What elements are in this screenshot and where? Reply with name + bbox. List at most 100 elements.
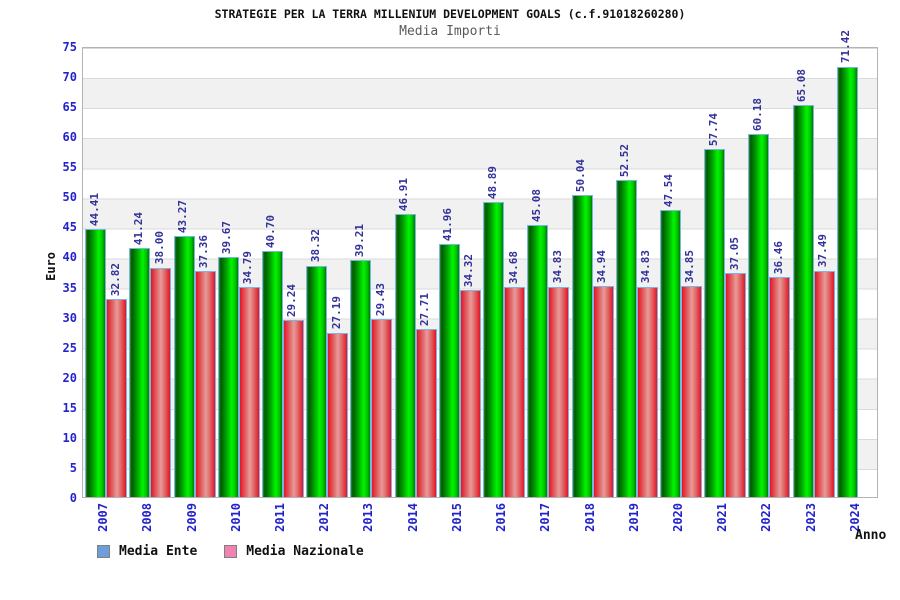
year-label-2009: 2009: [184, 503, 199, 532]
y-tick-50: 50: [62, 190, 77, 205]
value-label-bar-media-ente-2016: 48.89: [485, 165, 499, 200]
value-label-bar-media-nazionale-2018: 34.94: [595, 249, 609, 283]
bar-media-ente-2010: [217, 257, 239, 497]
bar-media-ente-2017: [527, 224, 549, 497]
y-tick-45: 45: [62, 220, 77, 235]
legend-chip-media-ente: [97, 544, 110, 558]
y-tick-15: 15: [62, 400, 77, 415]
value-label-bar-media-nazionale-2010: 34.79: [241, 250, 255, 284]
bar-media-ente-2019: [615, 180, 637, 497]
y-tick-20: 20: [62, 370, 77, 385]
bar-group-2014: 46.91 27.71: [393, 48, 437, 497]
value-label-bar-media-ente-2011: 40.70: [264, 215, 278, 249]
bar-media-nazionale-2012: [327, 332, 349, 497]
bar-group-2019: 52.52 34.83: [614, 48, 658, 497]
value-label-bar-media-nazionale-2019: 34.83: [639, 250, 653, 284]
bar-media-ente-2023: [792, 104, 814, 497]
value-label-bar-media-nazionale-2015: 34.32: [462, 253, 476, 287]
y-tick-55: 55: [62, 160, 77, 175]
value-label-bar-media-nazionale-2022: 36.46: [771, 240, 785, 274]
bar-group-2009: 43.27 37.36: [171, 48, 216, 497]
bar-media-ente-2013: [350, 260, 372, 497]
plot-area: 44.41 32.82 41.24 38.00 43.27 37.36 39.67 34.79…: [82, 30, 879, 498]
bar-group-2024: 71.42: [835, 30, 879, 497]
bar-media-ente-2012: [306, 265, 328, 497]
bar-media-nazionale-2022: [769, 276, 791, 497]
y-tick-30: 30: [62, 310, 77, 325]
y-tick-75: 75: [62, 40, 77, 54]
value-label-bar-media-nazionale-2013: 29.43: [373, 282, 387, 317]
value-label-bar-media-ente-2019: 52.52: [618, 144, 632, 178]
value-label-bar-media-nazionale-2007: 32.82: [108, 262, 122, 296]
bar-media-nazionale-2007: [106, 298, 128, 497]
value-label-bar-media-ente-2023: 65.08: [795, 68, 809, 102]
year-label-2010: 2010: [228, 503, 243, 532]
legend-chip-media-nazionale: [224, 544, 238, 558]
legend: Media Ente Media Nazionale: [97, 543, 391, 559]
value-label-bar-media-ente-2022: 60.18: [750, 98, 764, 132]
value-label-bar-media-nazionale-2023: 37.49: [816, 234, 830, 268]
year-label-2020: 2020: [671, 503, 685, 532]
bar-group-2011: 40.70 29.24: [260, 48, 304, 497]
y-tick-25: 25: [62, 340, 77, 355]
value-label-bar-media-nazionale-2011: 29.24: [285, 284, 299, 318]
year-label-2018: 2018: [582, 503, 597, 532]
value-label-bar-media-ente-2024: 71.42: [839, 30, 853, 64]
bar-media-nazionale-2023: [813, 270, 835, 497]
bar-group-2008: 41.24 38.00: [127, 48, 172, 497]
value-label-bar-media-ente-2020: 47.54: [662, 174, 676, 208]
bar-group-2007: 44.41 32.82: [83, 48, 128, 497]
value-label-bar-media-nazionale-2017: 34.83: [550, 250, 564, 284]
value-label-bar-media-ente-2009: 43.27: [176, 199, 190, 233]
bar-media-nazionale-2021: [725, 273, 747, 497]
bar-group-2013: 39.21 29.43: [348, 48, 393, 497]
value-label-bar-media-ente-2014: 46.91: [397, 177, 411, 211]
bar-media-nazionale-2008: [150, 267, 172, 497]
x-axis-labels: 2007 2008 2009 2010 2011 2012 2013 2014 2015 2016…: [82, 503, 878, 545]
chart-title: STRATEGIE PER LA TERRA MILLENIUM DEVELOP…: [214, 7, 686, 21]
bar-media-ente-2011: [261, 251, 283, 497]
year-label-2016: 2016: [494, 503, 509, 532]
bar-media-ente-2024: [836, 66, 858, 497]
year-label-2013: 2013: [361, 503, 376, 532]
bar-media-ente-2015: [438, 243, 460, 497]
year-label-2008: 2008: [140, 503, 155, 532]
value-label-bar-media-ente-2008: 41.24: [131, 211, 145, 246]
bar-media-ente-2022: [748, 134, 770, 497]
year-label-2014: 2014: [405, 503, 420, 532]
bar-group-2016: 48.89 34.68: [481, 48, 526, 497]
year-label-2015: 2015: [449, 503, 464, 532]
bar-group-2015: 41.96 34.32: [437, 48, 481, 497]
y-axis-ticks: 0 5 10 15 20 25 30 35 40 45 50 55 60 65 70 75: [0, 40, 77, 505]
value-label-bar-media-ente-2013: 39.21: [352, 224, 366, 258]
bar-group-2017: 45.08 34.83: [525, 48, 570, 497]
bar-media-nazionale-2014: [415, 329, 437, 497]
value-label-bar-media-nazionale-2016: 34.68: [506, 251, 520, 285]
y-tick-10: 10: [62, 430, 77, 445]
bar-media-ente-2014: [394, 213, 416, 497]
bar-media-nazionale-2010: [238, 286, 260, 497]
value-label-bar-media-ente-2012: 38.32: [308, 229, 322, 263]
value-label-bar-media-nazionale-2021: 37.05: [727, 237, 741, 271]
bar-media-ente-2009: [173, 235, 195, 497]
y-tick-40: 40: [62, 250, 77, 265]
bar-media-ente-2018: [571, 195, 593, 497]
bar-media-ente-2008: [129, 248, 151, 497]
value-label-bar-media-nazionale-2014: 27.71: [418, 293, 432, 327]
bar-media-nazionale-2015: [459, 289, 481, 497]
value-label-bar-media-ente-2021: 57.74: [706, 112, 720, 146]
value-label-bar-media-nazionale-2008: 38.00: [152, 231, 166, 265]
y-tick-0: 0: [69, 491, 77, 505]
value-label-bar-media-ente-2007: 44.41: [87, 192, 101, 226]
y-tick-70: 70: [62, 70, 77, 85]
value-label-bar-media-nazionale-2012: 27.19: [329, 296, 343, 330]
bar-media-ente-2020: [659, 210, 681, 497]
year-label-2022: 2022: [759, 503, 774, 532]
bar-group-2018: 50.04 34.94: [569, 48, 614, 497]
bar-media-nazionale-2013: [371, 319, 393, 497]
legend-label-media-ente: Media Ente: [119, 543, 198, 559]
year-label-2012: 2012: [317, 503, 332, 532]
x-axis-title: Anno: [855, 528, 887, 543]
bar-group-2012: 38.32 27.19: [304, 48, 349, 497]
